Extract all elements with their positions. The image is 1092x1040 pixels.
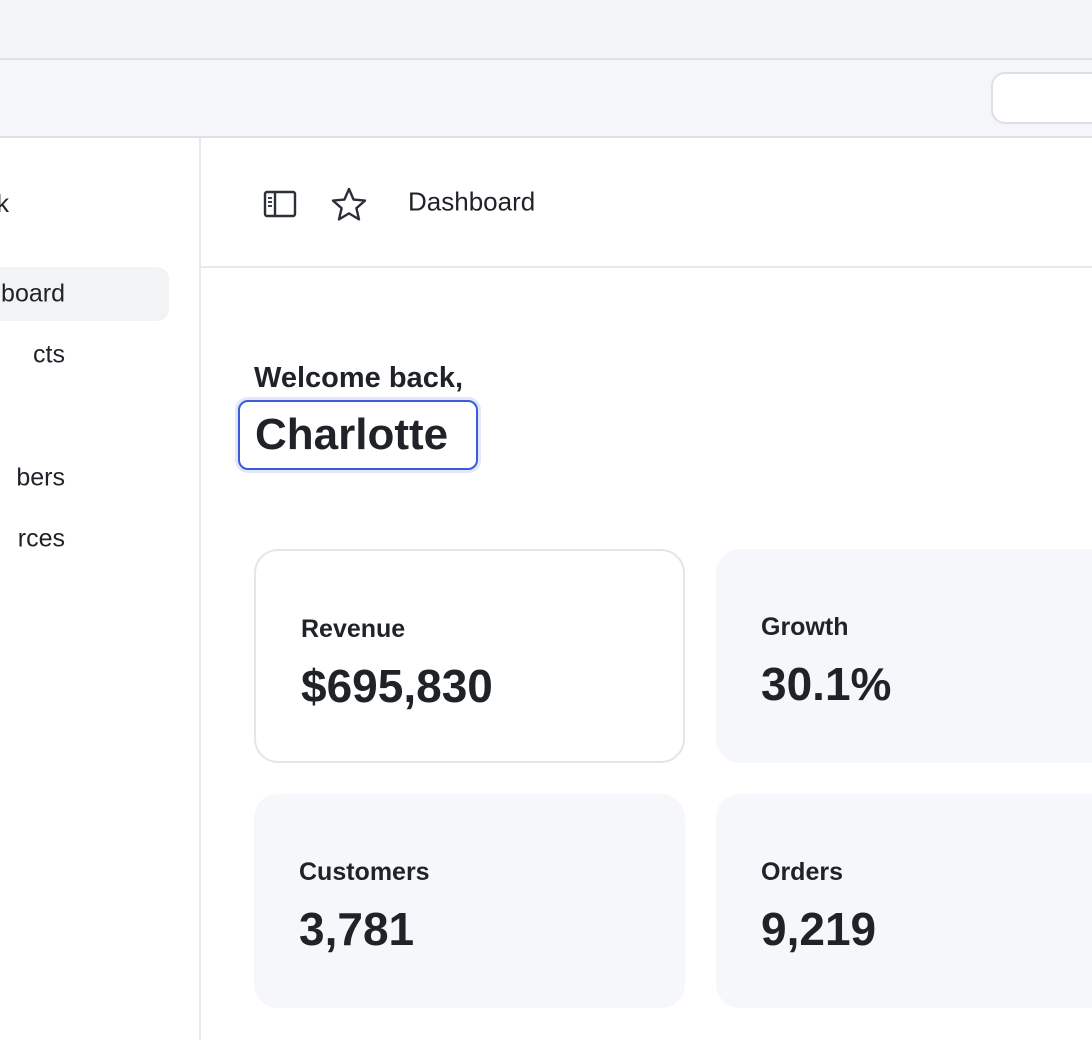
stat-label: Growth xyxy=(761,613,849,641)
sidebar-item-label: bers xyxy=(16,463,65,492)
browser-toolbar xyxy=(0,60,1092,138)
stat-card-growth[interactable]: Growth 30.1% xyxy=(716,549,1092,763)
sidebar-toggle-button[interactable] xyxy=(260,184,300,224)
welcome-greeting: Welcome back, xyxy=(254,362,464,394)
stat-value: 30.1% xyxy=(761,658,892,710)
stat-label: Orders xyxy=(761,858,843,886)
sidebar-item-label: cts xyxy=(33,340,65,369)
stat-label: Customers xyxy=(299,858,430,886)
sidebar-brand: k xyxy=(0,190,9,218)
stat-value: $695,830 xyxy=(301,660,493,712)
stat-label: Revenue xyxy=(301,615,406,643)
sidebar-item-resources[interactable]: rces xyxy=(0,512,169,566)
sidebar-item-label: rces xyxy=(17,524,65,553)
stat-card-customers[interactable]: Customers 3,781 xyxy=(254,794,685,1008)
sidebar-item-label: board xyxy=(1,279,65,308)
sidebar-item-projects[interactable]: cts xyxy=(0,328,169,382)
browser-tab-strip xyxy=(0,0,1092,60)
star-icon xyxy=(331,187,367,221)
sidebar-item-dashboard[interactable]: board xyxy=(0,267,169,321)
address-bar[interactable] xyxy=(991,72,1092,124)
page-header: Dashboard xyxy=(201,138,1092,268)
favorite-button[interactable] xyxy=(329,184,369,224)
sidebar-toggle-icon xyxy=(263,190,297,218)
breadcrumb: Dashboard xyxy=(408,186,536,217)
sidebar-item-members[interactable]: bers xyxy=(0,451,169,505)
stat-value: 3,781 xyxy=(299,903,415,955)
sidebar: k board cts bers rces xyxy=(0,138,201,1040)
stat-card-orders[interactable]: Orders 9,219 xyxy=(716,794,1092,1008)
user-name: Charlotte xyxy=(255,410,449,459)
stat-card-revenue[interactable]: Revenue $695,830 xyxy=(254,549,685,763)
user-name-field[interactable]: Charlotte xyxy=(238,400,478,470)
main-content: Dashboard Welcome back, Charlotte Revenu… xyxy=(201,138,1092,1040)
stat-value: 9,219 xyxy=(761,903,877,955)
